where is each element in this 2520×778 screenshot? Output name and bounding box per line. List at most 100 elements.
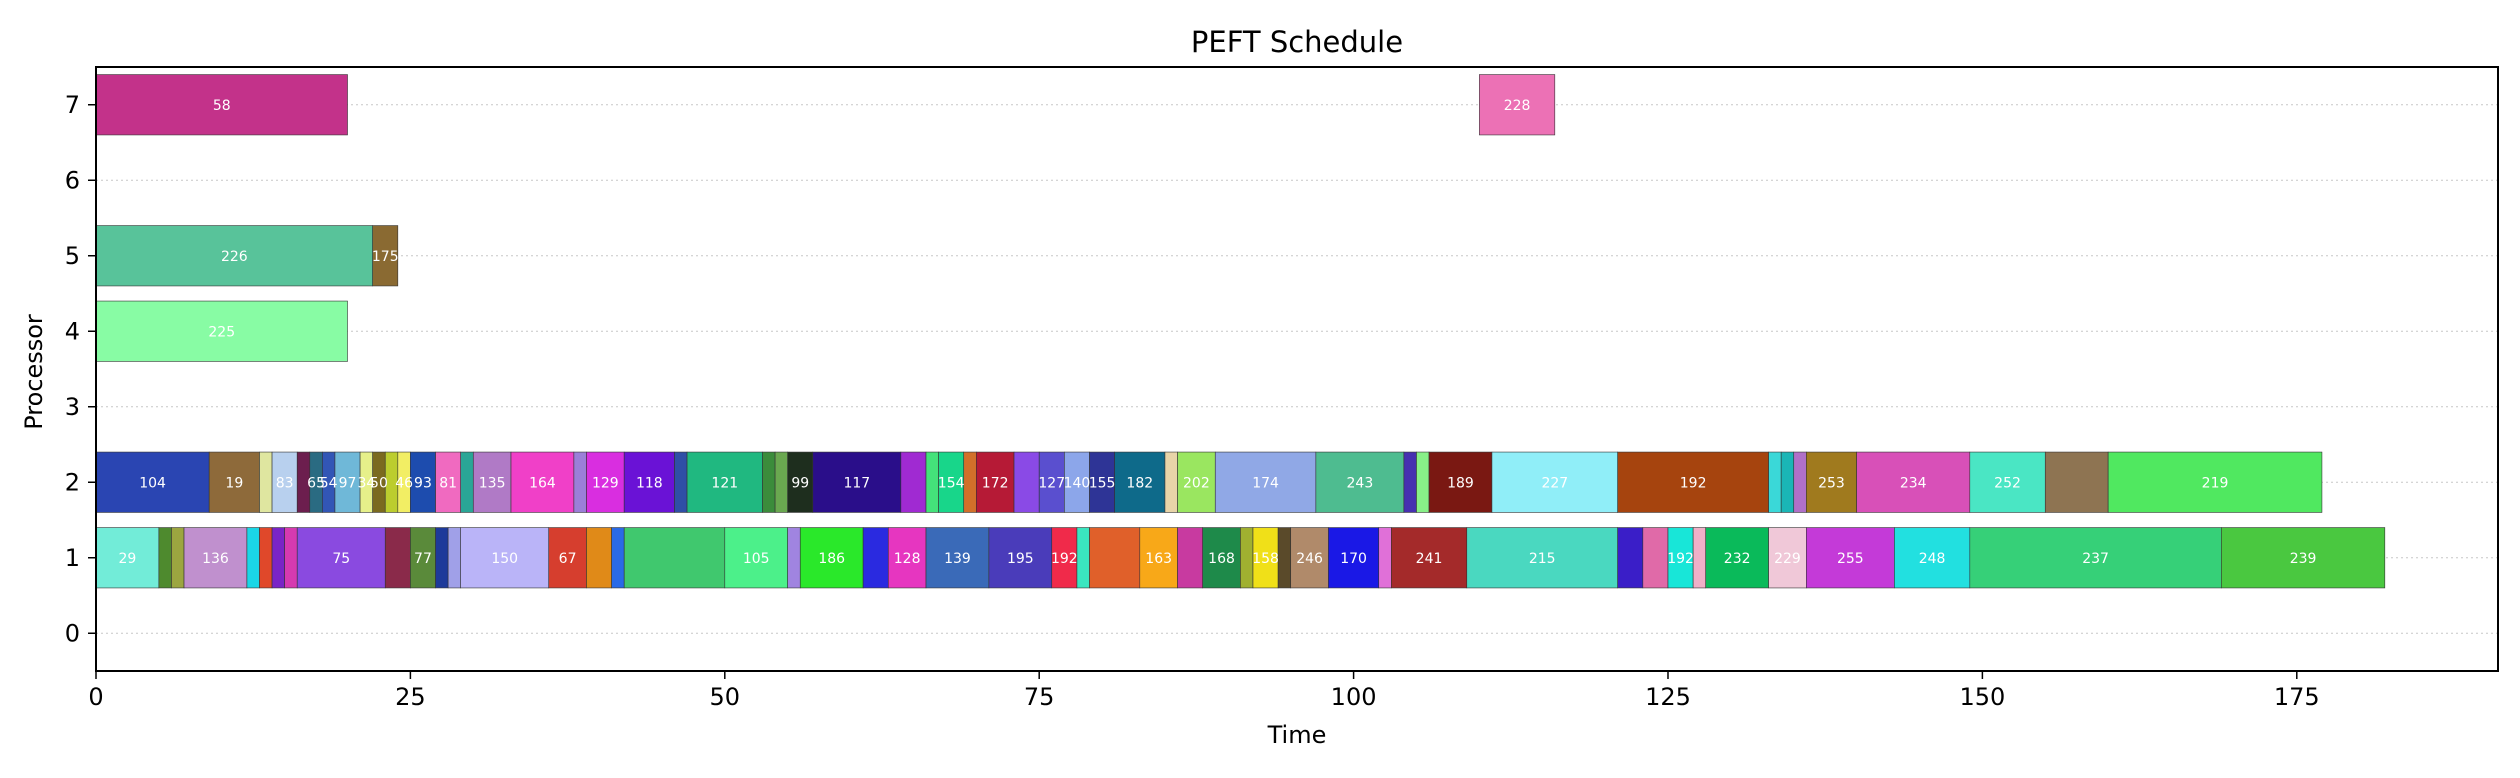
task-bar <box>284 527 298 589</box>
task-bar <box>1139 527 1178 589</box>
task-label: 202 <box>1183 475 1210 491</box>
task-label: 164 <box>529 475 556 491</box>
task-bar <box>1692 527 1707 589</box>
task-bar <box>334 451 361 513</box>
task-bar <box>1768 527 1807 589</box>
task-label: 186 <box>818 551 845 567</box>
task-bar <box>586 451 625 513</box>
x-tick-label: 175 <box>2274 683 2320 711</box>
task-bar <box>95 225 373 287</box>
task-label: 83 <box>276 475 294 491</box>
task-bar <box>925 527 990 589</box>
task-bar <box>246 527 260 589</box>
task-label: 136 <box>202 551 229 567</box>
task-bar <box>1013 451 1040 513</box>
task-bar <box>548 527 587 589</box>
task-bar <box>2221 527 2386 589</box>
task-bar <box>1969 527 2222 589</box>
task-bar <box>435 527 449 589</box>
y-tick-label: 3 <box>65 393 80 421</box>
task-bar <box>1089 451 1115 513</box>
task-bar <box>623 527 726 589</box>
x-axis-label: Time <box>1267 721 1327 749</box>
task-bar <box>1089 527 1141 589</box>
plot-frame <box>95 66 2499 672</box>
task-bar <box>611 527 625 589</box>
task-bar <box>787 527 801 589</box>
y-tick-label: 2 <box>65 468 80 496</box>
task-bar <box>862 527 889 589</box>
task-bar <box>1705 527 1769 589</box>
task-label: 46 <box>395 475 413 491</box>
y-tick-label: 7 <box>65 91 80 119</box>
task-bar <box>259 527 273 589</box>
task-label: 241 <box>1416 551 1443 567</box>
task-bar <box>1479 74 1556 136</box>
task-bar <box>938 451 965 513</box>
task-label: 128 <box>894 551 921 567</box>
task-bar <box>1793 451 1807 513</box>
task-label: 192 <box>1680 475 1707 491</box>
task-label: 226 <box>221 249 248 265</box>
task-label: 75 <box>332 551 350 567</box>
x-tick-label: 25 <box>395 683 426 711</box>
task-bar <box>271 527 285 589</box>
task-label: 65 <box>307 475 325 491</box>
task-bar <box>1617 451 1769 513</box>
y-tick-label: 4 <box>65 317 80 345</box>
task-bar <box>183 527 248 589</box>
task-bar <box>460 451 474 513</box>
task-label: 192 <box>1051 551 1078 567</box>
task-bar <box>1491 451 1618 513</box>
task-label: 117 <box>843 475 870 491</box>
task-label: 97 <box>339 475 357 491</box>
task-label: 253 <box>1818 475 1845 491</box>
task-bar <box>1177 451 1216 513</box>
task-bar <box>762 451 776 513</box>
task-label: 104 <box>139 475 166 491</box>
task-label: 77 <box>414 551 432 567</box>
task-label: 118 <box>636 475 663 491</box>
y-axis-ticks: 0 1 2 3 4 5 6 7 <box>65 91 96 647</box>
task-label: 127 <box>1038 475 1065 491</box>
task-bar <box>1240 527 1254 589</box>
task-bar <box>1076 527 1090 589</box>
task-bar <box>925 451 939 513</box>
task-bar <box>1780 451 1795 513</box>
x-tick-label: 0 <box>88 683 103 711</box>
task-bar <box>1428 451 1493 513</box>
task-bar <box>472 451 512 513</box>
task-label: 99 <box>791 475 809 491</box>
task-bar <box>1315 451 1405 513</box>
task-bar <box>1328 527 1380 589</box>
task-bar <box>1164 451 1178 513</box>
task-bar <box>410 527 436 589</box>
x-tick-label: 75 <box>1024 683 1055 711</box>
task-bar <box>774 451 788 513</box>
task-bar <box>1064 451 1090 513</box>
task-label: 155 <box>1089 475 1116 491</box>
task-bar <box>1277 527 1292 589</box>
task-label: 150 <box>491 551 518 567</box>
task-label: 139 <box>944 551 971 567</box>
task-label: 225 <box>208 324 235 340</box>
task-bar <box>95 527 160 589</box>
task-bar <box>1114 451 1166 513</box>
task-label: 255 <box>1837 551 1864 567</box>
task-label: 29 <box>119 551 137 567</box>
task-bar <box>1038 451 1065 513</box>
task-bar <box>1391 527 1468 589</box>
task-bar <box>1378 527 1392 589</box>
y-tick-label: 0 <box>65 619 80 647</box>
task-label: 129 <box>592 475 619 491</box>
task-bar <box>158 527 172 589</box>
y-tick-label: 6 <box>65 166 80 194</box>
task-bar <box>447 527 462 589</box>
task-label: 81 <box>439 475 457 491</box>
task-bar <box>384 527 411 589</box>
task-label: 195 <box>1007 551 1034 567</box>
task-bar <box>623 451 675 513</box>
